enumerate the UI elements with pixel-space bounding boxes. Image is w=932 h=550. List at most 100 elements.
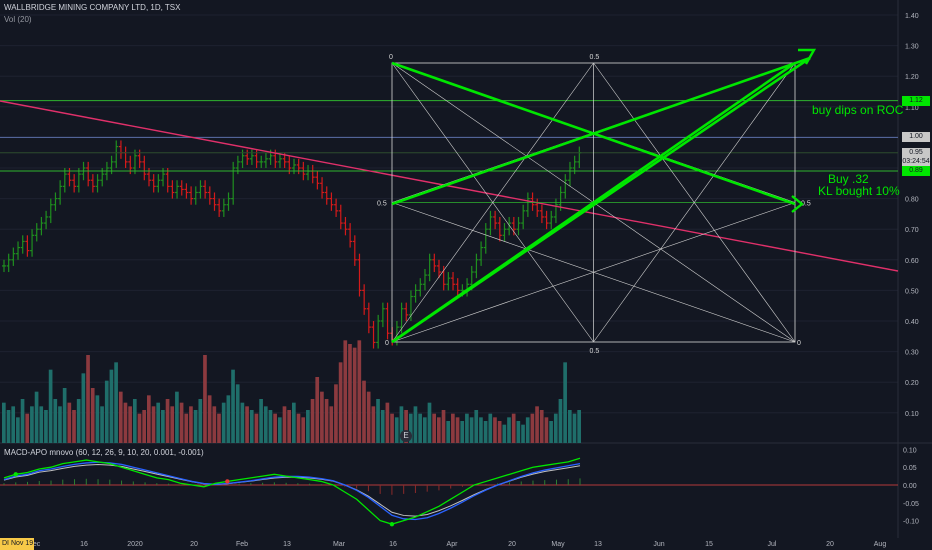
time-axis-label: 20 [190, 541, 198, 548]
volume-bar [399, 406, 404, 443]
volume-bar [58, 406, 62, 443]
volume-bar [53, 399, 58, 443]
volume-bar [62, 388, 67, 443]
volume-bar [221, 402, 226, 443]
macd-axis-tick: 0.05 [903, 465, 917, 472]
volume-bar [469, 417, 474, 443]
volume-bar [558, 399, 563, 443]
volume-bar [48, 369, 53, 443]
volume-bar [76, 399, 81, 443]
annotation-kl-bought: KL bought 10% [818, 184, 900, 198]
volume-bar [16, 417, 20, 443]
time-axis-label: 20 [508, 541, 516, 548]
time-axis-label: 16 [389, 541, 397, 548]
price-axis-tick: 0.70 [905, 227, 919, 234]
time-axis-label: 2020 [127, 541, 143, 548]
symbol-title[interactable]: WALLBRIDGE MINING COMPANY LTD, 1D, TSX [4, 3, 181, 12]
volume-bar [324, 399, 329, 443]
volume-bar [357, 340, 362, 443]
volume-bar [366, 391, 371, 443]
volume-bar [142, 410, 146, 443]
macd-pane [0, 457, 898, 527]
price-axis-tick: 1.20 [905, 74, 919, 81]
green-arrow-line [391, 56, 811, 206]
volume-bar [67, 402, 72, 443]
volume-bar [20, 399, 25, 443]
time-axis-label: Mar [333, 541, 346, 548]
volume-bar [553, 413, 558, 443]
volume-bar [502, 424, 507, 443]
volume-bar [128, 406, 132, 443]
volume-bar [408, 413, 413, 443]
volume-bar [231, 369, 235, 443]
volume-bar [263, 406, 268, 443]
time-axis-label: 20 [826, 541, 834, 548]
volume-bar [474, 410, 479, 443]
macd-axis-tick: -0.10 [903, 519, 919, 526]
volume-bar [451, 413, 455, 443]
volume-bar [118, 391, 123, 443]
earnings-event-badge[interactable]: E [400, 430, 412, 442]
volume-bar [114, 362, 118, 443]
macd-line [3, 457, 581, 525]
macd-indicator-label[interactable]: MACD-APO mnovo (60, 12, 26, 9, 10, 20, 0… [4, 448, 204, 457]
price-axis-tick: 1.40 [905, 13, 919, 20]
volume-bar [483, 421, 488, 443]
fib-label-mid-right: 0.5 [801, 201, 811, 208]
volume-bar [189, 406, 193, 443]
volume-bar [132, 399, 137, 443]
macd-axis-tick: -0.05 [903, 501, 919, 508]
volume-bar [235, 384, 240, 443]
volume-bar [427, 402, 432, 443]
volume-bar [165, 399, 170, 443]
volume-bar [394, 417, 399, 443]
price-tag: 03:24:54 [902, 156, 930, 167]
volume-bar [240, 402, 245, 443]
dividend-flag-badge[interactable]: DI Nov 19 [0, 538, 34, 550]
volume-bar [226, 395, 231, 443]
arrow-head-up [798, 48, 817, 65]
price-candles [2, 140, 582, 349]
volume-bar [338, 362, 343, 443]
volume-bar [39, 406, 44, 443]
volume-bar [86, 355, 90, 443]
time-axis: Dec 16 2020 20 Feb 13 Mar 16 Apr 20 May 13 Jun 15 Jul 2… [28, 541, 887, 548]
volume-bar [418, 413, 422, 443]
volume-bar [193, 410, 198, 443]
arrow-head-right [791, 195, 804, 213]
volume-bar [123, 402, 128, 443]
volume-bar [535, 406, 539, 443]
volume-bar [437, 417, 441, 443]
volume-bar [413, 406, 418, 443]
volume-indicator-label[interactable]: Vol (20) [4, 15, 32, 24]
price-tag: 0.95 [902, 147, 930, 158]
volume-bar [567, 410, 572, 443]
horizontal-levels [0, 100, 899, 272]
volume-bar [147, 395, 151, 443]
volume-bar [137, 413, 142, 443]
volume-bar [497, 421, 502, 443]
volume-bar [44, 410, 48, 443]
volume-bar [161, 410, 165, 443]
volume-bar [212, 406, 217, 443]
volume-bar [184, 413, 189, 443]
volume-bar [376, 399, 380, 443]
volume-bar [175, 391, 179, 443]
volume-bar [507, 417, 511, 443]
time-axis-label: Feb [236, 541, 248, 548]
volume-bar [488, 413, 493, 443]
price-tag: 0.89 [902, 166, 930, 177]
volume-bar [207, 395, 212, 443]
macd-cross-dot [225, 479, 230, 484]
volume-bar [380, 410, 385, 443]
volume-bar [563, 362, 567, 443]
green-arrow-drawings [391, 48, 817, 344]
volume-bar [104, 380, 109, 443]
volume-bar [217, 413, 221, 443]
fib-label-bottom-mid: 0.5 [590, 348, 600, 355]
volume-bar [109, 369, 114, 443]
time-axis-label: Aug [874, 541, 887, 548]
volume-bar [549, 421, 553, 443]
volume-bar [479, 417, 483, 443]
